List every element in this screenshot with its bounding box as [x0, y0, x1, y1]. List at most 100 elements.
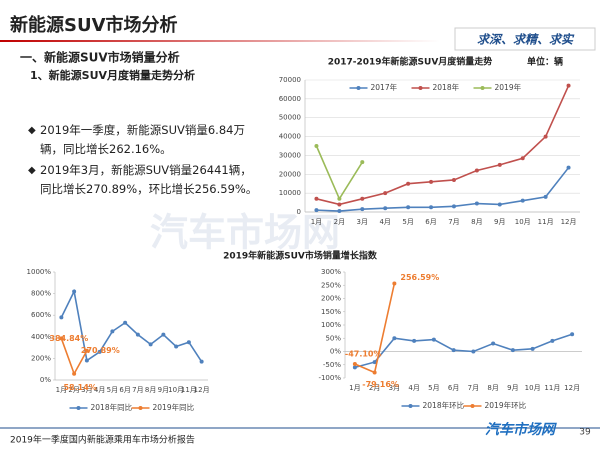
point — [123, 320, 128, 325]
value-label: 58.14% — [63, 383, 96, 392]
point — [451, 177, 456, 182]
y-tick-label: 200% — [321, 295, 341, 303]
legend-label: 2017年 — [371, 82, 398, 92]
x-tick-label: 3月 — [389, 384, 400, 392]
point — [530, 346, 535, 351]
x-tick-label: 4月 — [379, 218, 390, 226]
point — [314, 196, 319, 201]
point — [372, 370, 377, 375]
x-tick-label: 10月 — [525, 384, 541, 392]
legend-marker — [480, 86, 485, 90]
legend-marker — [356, 86, 361, 90]
point — [520, 156, 525, 161]
value-label: 384.84% — [49, 334, 88, 343]
legend-marker — [470, 404, 475, 408]
x-tick-label: 3月 — [81, 386, 92, 394]
point — [392, 336, 397, 341]
point — [471, 349, 476, 354]
series-line — [315, 145, 363, 201]
y-tick-label: 100% — [321, 321, 341, 329]
x-tick-label: 12月 — [561, 218, 577, 226]
x-tick-label: 1月 — [56, 386, 67, 394]
point — [406, 181, 411, 186]
y-tick-label: 200% — [31, 354, 51, 362]
point — [474, 201, 479, 206]
point — [84, 348, 89, 353]
x-tick-label: 11月 — [538, 218, 554, 226]
y-tick-label: 800% — [31, 290, 51, 298]
legend-label: 2019年同比 — [153, 402, 195, 412]
legend-marker — [138, 406, 143, 410]
x-tick-label: 12月 — [194, 386, 210, 394]
series-line — [354, 333, 573, 369]
point — [372, 360, 377, 365]
y-tick-label: -100% — [318, 374, 341, 382]
y-tick-label: 10000 — [279, 189, 301, 197]
x-tick-label: 8月 — [471, 218, 482, 226]
y-tick-label: 0% — [330, 348, 341, 356]
point — [451, 204, 456, 209]
x-tick-label: 9月 — [494, 218, 505, 226]
point — [550, 338, 555, 343]
point — [412, 338, 417, 343]
point — [491, 341, 496, 346]
x-tick-label: 11月 — [181, 386, 197, 394]
point — [360, 160, 365, 165]
point — [59, 315, 64, 320]
bullet-marker: ◆ — [28, 165, 36, 176]
legend-label: 2019年 — [495, 82, 522, 92]
point — [337, 202, 342, 207]
point — [352, 365, 357, 370]
point — [510, 348, 515, 353]
series-line — [60, 288, 203, 363]
slogan-box — [454, 27, 596, 51]
x-tick-label: 5月 — [428, 384, 439, 392]
footer-logo: 汽车市场网 — [485, 421, 557, 438]
y-tick-label: -50% — [323, 361, 341, 369]
y-tick-label: 400% — [31, 333, 51, 341]
x-tick-label: 3月 — [357, 218, 368, 226]
point — [570, 332, 575, 337]
y-tick-label: 600% — [31, 311, 51, 319]
x-tick-label: 7月 — [132, 386, 143, 394]
value-label: -79.16% — [362, 380, 399, 389]
x-tick-label: 4月 — [94, 386, 105, 394]
section-title: 一、新能源SUV市场销量分析 — [20, 50, 180, 65]
watermark: 汽车市场网 — [150, 211, 340, 255]
y-tick-label: 150% — [321, 308, 341, 316]
bullet-box: 2019年3月，新能源SUV销量26441辆，同比增长270.89%，环比增长2… — [40, 163, 257, 196]
point — [360, 207, 365, 212]
x-tick-label: 9月 — [158, 386, 169, 394]
subsection-title: 1、新能源SUV月度销量走势分析 — [30, 68, 195, 82]
chart-unit: 单位：辆 — [527, 56, 563, 68]
footer-text: 2019年一季度国内新能源乘用车市场分析报告 — [10, 434, 195, 446]
value-label: -47.10% — [345, 349, 382, 358]
point — [72, 371, 77, 376]
point — [497, 202, 502, 207]
y-tick-label: 20000 — [279, 170, 301, 178]
legend-marker — [76, 406, 81, 410]
point — [186, 340, 191, 345]
y-tick-label: 300% — [321, 268, 341, 276]
x-tick-label: 6月 — [448, 384, 459, 392]
point — [135, 332, 140, 337]
x-tick-label: 12月 — [564, 384, 580, 392]
y-tick-label: 0% — [40, 376, 51, 384]
point — [566, 165, 571, 170]
point — [431, 337, 436, 342]
growth-title: 2019年新能源SUV市场销量增长指数 — [223, 250, 378, 262]
point — [429, 205, 434, 210]
point — [174, 344, 179, 349]
y-tick-label: 70000 — [279, 76, 301, 84]
series-line — [354, 283, 396, 374]
x-tick-label: 10月 — [168, 386, 184, 394]
x-tick-label: 7月 — [448, 218, 459, 226]
point — [161, 332, 166, 337]
point — [337, 196, 342, 201]
point — [148, 342, 153, 347]
x-tick-label: 9月 — [507, 384, 518, 392]
x-tick-label: 6月 — [119, 386, 130, 394]
x-tick-label: 6月 — [425, 218, 436, 226]
x-tick-label: 1月 — [349, 384, 360, 392]
